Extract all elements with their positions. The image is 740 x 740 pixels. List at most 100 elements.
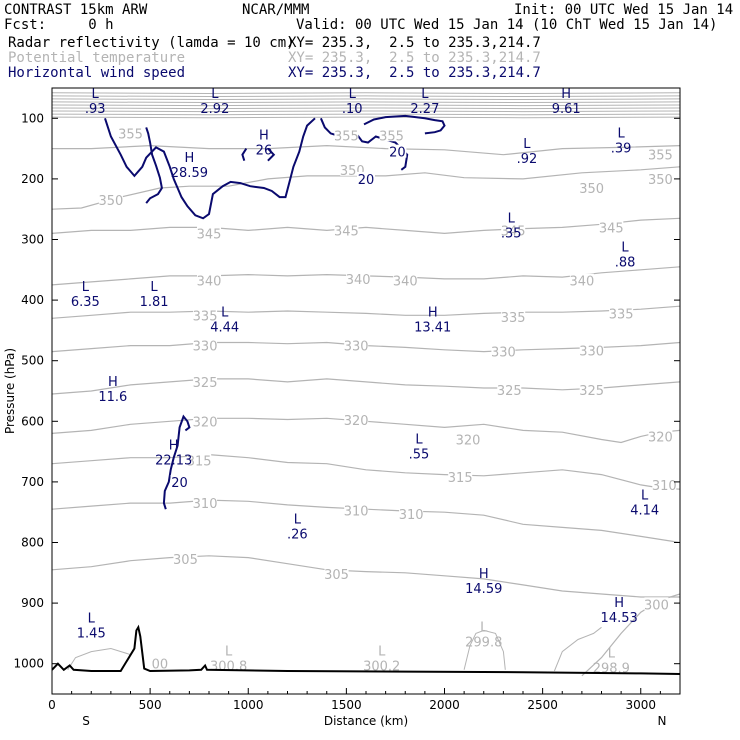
wind-contour [145,127,163,204]
theta-surface-contour [463,629,506,670]
theta-label: 345 [334,224,359,239]
theta-label-bg [193,374,218,388]
axes: 0 500 1000 1500 2000 2500 30001002003004005006… [13,111,680,712]
theta-label-bg [173,551,198,565]
wind-extremum-kind: L [508,211,516,226]
theta-band-line [52,95,680,98]
theta-label: 315 [448,471,473,486]
theta-label-bg [501,223,526,237]
field-theta-name: Potential temperature [8,50,186,66]
wind-extremum-value: 14.53 [601,611,638,626]
field-reflectivity-name: Radar reflectivity (lamda = 10 cm) [8,35,295,51]
theta-label-bg [652,477,677,491]
theta-label: 320 [344,414,369,429]
theta-label: 310 [344,504,369,519]
south-end-label: S [82,714,90,728]
theta-band-line [52,101,680,104]
theta-label-bg [193,414,218,428]
wind-extremum-value: 1.45 [77,626,106,641]
theta-label-bg [344,503,369,517]
wind-extremum-value: .35 [501,226,522,241]
wind-extremum-value: 13.41 [414,320,451,335]
wind-extremum-kind: L [421,87,429,102]
wind-contour [267,147,276,162]
wind-contours [104,114,446,510]
wind-extremum-kind: L [415,433,423,448]
x-tick-label: 2000 [429,698,460,712]
theta-band-line [52,116,680,119]
y-tick-label: 600 [21,414,44,428]
theta-label-bg [334,128,359,142]
y-tick-label: 1000 [13,657,44,671]
field-reflectivity-xy: XY= 235.3, 2.5 to 235.3,214.7 [288,35,541,51]
theta-label-bg [98,193,123,207]
theta-label: 340 [346,273,371,288]
wind-contour [241,148,248,162]
wind-extremum-kind: L [618,127,626,142]
theta-label-bg [344,413,369,427]
theta-label-bg [448,470,473,484]
theta-label: 355 [648,149,673,164]
theta-label: 310 [652,479,677,494]
y-axis-label: Pressure (hPa) [3,348,17,434]
theta-label-bg [324,567,349,581]
wind-extremum-kind: H [479,567,489,582]
theta-label-bg [118,126,143,140]
wind-extremum-kind: H [169,439,179,454]
x-tick-label: 0 [48,698,56,712]
wind-extremum-value: .92 [517,152,538,167]
theta-label: 335 [609,307,634,322]
theta-label: 320 [193,415,218,430]
theta-label-bg [644,597,669,611]
theta-label-bg [579,180,604,194]
theta-label-bg [399,507,424,521]
theta-label: 315 [187,455,212,470]
wind-extremum-value: 14.59 [465,582,502,597]
theta-label-bg [147,656,172,670]
forecast-hour: Fcst: 0 h [4,17,114,33]
theta-label-bg [491,344,516,358]
theta-label-bg [193,338,218,352]
theta-label: 335 [193,309,218,324]
wind-extremum-value: 26 [256,143,273,158]
y-tick-label: 200 [21,172,44,186]
field-theta-xy: XY= 235.3, 2.5 to 235.3,214.7 [288,50,541,66]
theta-surface-contour [67,647,131,671]
y-tick-label: 300 [21,233,44,247]
theta-contour-345 [52,217,680,235]
theta-label: 340 [393,275,418,290]
wind-extremum-value: .93 [85,102,106,117]
theta-label: 325 [497,384,522,399]
y-tick-label: 500 [21,354,44,368]
theta-label-bg [599,220,624,234]
theta-label-bg [393,273,418,287]
theta-contour-350 [52,166,680,210]
theta-label: 320 [456,433,481,448]
terrain-line [52,624,680,675]
wind-extremum-kind: L [621,240,629,255]
theta-label: 355 [334,129,359,144]
theta-label-bg [501,310,526,324]
theta-label-bg [346,271,371,285]
y-tick-label: 900 [21,596,44,610]
theta-label: 345 [501,224,526,239]
theta-label: 325 [193,376,218,391]
wind-label-bg [388,144,407,158]
x-tick-label: 500 [139,698,162,712]
theta-contour-315 [52,453,680,490]
north-end-label: N [658,714,667,728]
theta-label-bg [193,496,218,510]
theta-label: 350 [648,173,673,188]
theta-extremum-value: 299.8 [465,635,502,650]
wind-contour [162,414,191,510]
x-tick-label: 1500 [331,698,362,712]
wind-extremum-kind: H [259,128,269,143]
wind-extremum-value: 4.44 [210,320,239,335]
model-title: CONTRAST 15km ARW [4,2,148,18]
wind-contour [104,117,316,220]
wind-extremum-value: 1.81 [140,295,169,310]
theta-label-bg [648,171,673,185]
wind-extremum-kind: L [150,280,158,295]
